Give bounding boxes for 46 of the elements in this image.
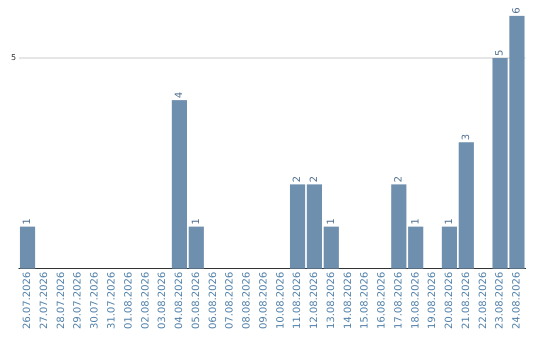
x-tick-label: 17.08.2026 xyxy=(393,272,404,330)
bar xyxy=(509,16,525,269)
x-tick-label: 08.08.2026 xyxy=(242,272,253,330)
data-label: 6 xyxy=(512,7,523,14)
data-label: 1 xyxy=(326,218,337,225)
x-tick-label: 27.07.2026 xyxy=(39,272,50,330)
x-tick-label: 03.08.2026 xyxy=(157,272,168,330)
x-tick-label: 19.08.2026 xyxy=(427,272,438,330)
x-tick-label: 23.08.2026 xyxy=(494,272,506,330)
x-tick-label: 18.08.2026 xyxy=(410,272,422,330)
bar xyxy=(20,226,36,269)
x-tick-label: 30.07.2026 xyxy=(90,272,101,330)
x-tick-label: 12.08.2026 xyxy=(309,272,320,330)
x-tick-label: 21.08.2026 xyxy=(460,272,472,330)
x-tick-label: 22.08.2026 xyxy=(478,272,489,330)
data-label: 2 xyxy=(292,176,304,182)
data-label: 4 xyxy=(174,92,186,98)
x-tick-label: 11.08.2026 xyxy=(292,272,304,330)
x-tick-label: 24.08.2026 xyxy=(512,272,523,330)
x-tick-label: 10.08.2026 xyxy=(275,272,286,330)
data-label: 2 xyxy=(393,176,404,182)
data-label: 2 xyxy=(309,176,320,182)
x-tick-label: 28.07.2026 xyxy=(56,272,67,330)
bar xyxy=(290,184,306,269)
x-tick-label: 05.08.2026 xyxy=(190,272,202,330)
x-tick-label: 13.08.2026 xyxy=(326,272,337,330)
data-label: 1 xyxy=(410,218,422,225)
x-tick-label: 04.08.2026 xyxy=(174,272,186,330)
data-label: 1 xyxy=(190,218,202,225)
data-label: 3 xyxy=(460,134,472,140)
x-tick-label: 20.08.2026 xyxy=(444,272,456,330)
x-tick-label: 15.08.2026 xyxy=(360,272,371,330)
x-tick-label: 26.07.2026 xyxy=(22,272,34,330)
x-tick-label: 29.07.2026 xyxy=(72,272,84,330)
x-tick-label: 01.08.2026 xyxy=(123,272,134,330)
data-label: 5 xyxy=(494,50,506,56)
bar xyxy=(492,58,508,269)
data-label: 1 xyxy=(22,218,34,225)
x-tick-label: 31.07.2026 xyxy=(106,272,118,330)
x-tick-label: 07.08.2026 xyxy=(224,272,236,330)
x-tick-label: 14.08.2026 xyxy=(342,272,354,330)
x-tick-label: 02.08.2026 xyxy=(140,272,152,330)
x-tick-label: 06.08.2026 xyxy=(208,272,219,330)
x-tick-label: 16.08.2026 xyxy=(376,272,388,330)
x-tick-label: 09.08.2026 xyxy=(258,272,270,330)
data-label: 1 xyxy=(444,218,456,225)
